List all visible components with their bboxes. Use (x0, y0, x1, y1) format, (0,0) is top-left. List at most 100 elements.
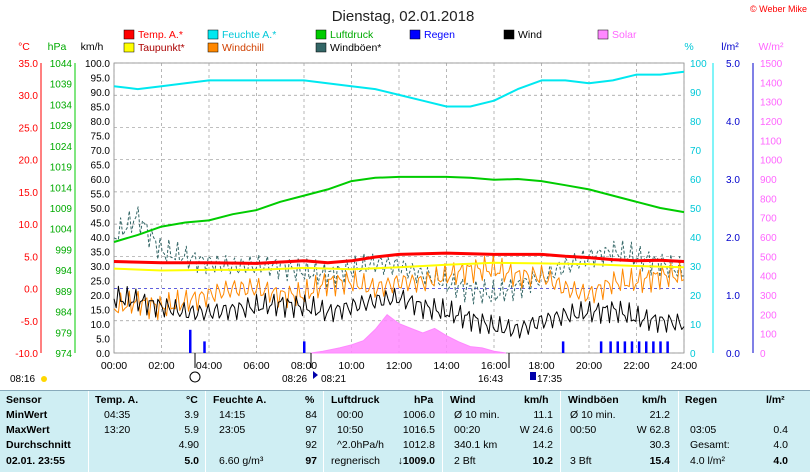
temp-tick-label: 25.0 (19, 123, 39, 134)
humidity-time: 23:05 (219, 424, 246, 436)
wind-tick-label: 80.0 (91, 117, 111, 128)
humidity-value: 97 (305, 424, 317, 436)
rain-tick-label: 3.0 (726, 175, 740, 186)
wind-tick-label: 5.0 (96, 335, 110, 346)
temp-tick-label: -10.0 (15, 349, 38, 360)
row-label: 02.01. 23:55 (6, 455, 65, 467)
header-wind: Wind (450, 394, 476, 406)
x-tick-label: 06:00 (243, 360, 269, 372)
header-temp: Temp. A. (95, 394, 139, 406)
legend-swatch (503, 29, 515, 40)
x-tick-label: 00:00 (101, 360, 127, 372)
wind-tick-label: 65.0 (91, 161, 111, 172)
row-label: MinWert (6, 409, 48, 421)
series-line-taupunkt (113, 261, 685, 272)
weather-chart: Dienstag, 02.01.2018 © Weber Mike Temp. … (10, 4, 807, 385)
pressure-value: ↓1009.0 (397, 455, 435, 467)
gust-value: 30.3 (649, 439, 670, 451)
rain-tick-label: 0.0 (726, 349, 740, 360)
temp-tick-label: 20.0 (19, 156, 39, 167)
x-tick-label: 04:00 (196, 360, 222, 372)
legend-label: Windchill (222, 42, 264, 54)
wind-label: Ø 10 min. (454, 409, 500, 421)
pressure-value: 1016.5 (402, 424, 435, 436)
humidity-value: 97 (305, 455, 317, 467)
solar-tick-label: 300 (760, 291, 777, 302)
wind-beaufort: 2 Bft (454, 455, 476, 467)
header-humidity-unit: % (305, 394, 315, 406)
wind-tick-label: 25.0 (91, 277, 111, 288)
humidity-tick-label: 70 (690, 146, 702, 157)
weather-forecast: regnerisch (331, 455, 381, 467)
header-rain-unit: l/m² (766, 394, 785, 406)
pressure-tick-label: 999 (55, 245, 72, 256)
header-gust-unit: km/h (642, 394, 667, 406)
x-tick-label: 02:00 (148, 360, 174, 372)
solar-tick-label: 600 (760, 233, 777, 244)
temp-tick-label: 15.0 (19, 188, 39, 199)
pressure-tick-label: 1029 (50, 121, 73, 132)
solar-tick-label: 1000 (760, 156, 783, 167)
wind-tick-label: 90.0 (91, 88, 111, 99)
humidity-time: 14:15 (219, 409, 246, 421)
rain-tick-label: 4.0 (726, 117, 740, 128)
wind-tick-label: 30.0 (91, 262, 111, 273)
pressure-tick-label: 994 (55, 266, 72, 277)
chart-title: Dienstag, 02.01.2018 (332, 8, 475, 25)
header-wind-unit: km/h (524, 394, 549, 406)
x-tick-label: 20:00 (576, 360, 602, 372)
solar-tick-label: 400 (760, 272, 777, 283)
rain-tick-label: 5.0 (726, 59, 740, 70)
chart-series (113, 70, 685, 339)
wind-tick-label: 55.0 (91, 190, 111, 201)
solar-tick-label: 0 (760, 349, 766, 360)
rain-bar (659, 341, 662, 353)
solar-tick-label: 1200 (760, 117, 783, 128)
pressure-tick-label: 989 (55, 287, 72, 298)
header-rain: Regen (685, 394, 718, 406)
legend-swatch (207, 29, 219, 40)
solar-tick-label: 900 (760, 175, 777, 186)
pressure-tick-label: 1014 (50, 183, 73, 194)
wind-tick-label: 20.0 (91, 291, 111, 302)
rain-bars (189, 329, 669, 353)
wind-value: 11.1 (533, 409, 553, 421)
x-tick-label: 16:00 (481, 360, 507, 372)
temp-value: 4.90 (178, 439, 199, 451)
pressure-tick-label: 1044 (50, 59, 73, 70)
wind-value: 10.2 (532, 455, 553, 467)
humidity-tick-label: 0 (690, 349, 696, 360)
rain-bar (189, 329, 192, 353)
chart-grid: 00:00 02:00 04:00 06:00 08:00 10:00 12:00 14:00… (101, 62, 697, 372)
dusk-time: 17:35 (537, 374, 562, 385)
rain-bar (303, 341, 306, 353)
pressure-trend: ^2.0hPa/h (337, 439, 384, 451)
header-pressure-unit: hPa (414, 394, 434, 406)
solar-tick-label: 100 (760, 330, 777, 341)
table-row-max: MaxWert 13:20 5.9 23:05 97 10:50 1016.5 … (0, 423, 810, 438)
wind-distance: 340.1 km (454, 439, 498, 451)
rain-total-label: 4.0 l/m² (690, 455, 726, 467)
legend-swatch (597, 29, 609, 40)
dawn-time: 08:21 (321, 374, 346, 385)
solar-series (311, 314, 506, 354)
absolute-humidity: 6.60 g/m³ (219, 455, 264, 467)
pressure-axis-unit: hPa (48, 41, 67, 53)
row-label: Durchschnitt (6, 439, 71, 451)
header-temp-unit: °C (186, 394, 198, 406)
moon-icon (189, 371, 201, 383)
rain-bar (623, 341, 627, 353)
pressure-tick-label: 974 (55, 349, 72, 360)
gust-label: Ø 10 min. (570, 409, 616, 421)
legend-swatch (315, 42, 327, 53)
solar-tick-label: 800 (760, 194, 777, 205)
solar-tick-label: 500 (760, 252, 777, 263)
pressure-tick-label: 984 (55, 308, 72, 319)
gust-value: W 62.8 (636, 424, 670, 436)
pressure-value: 1006.0 (402, 409, 435, 421)
rain-bar (609, 341, 612, 353)
legend-swatch (315, 29, 327, 40)
wind-value: 14.2 (532, 439, 553, 451)
x-tick-label: 14:00 (433, 360, 459, 372)
chart-legend: Temp. A.* Feuchte A.* Luftdruck Regen Wind So… (123, 29, 637, 54)
